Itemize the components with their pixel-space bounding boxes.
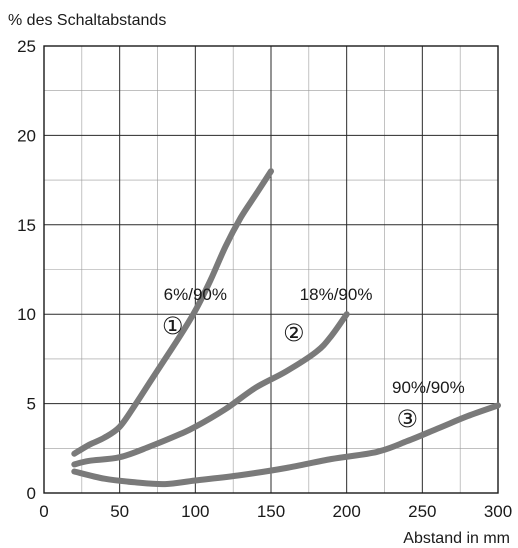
series-marker-1: ① <box>162 312 184 340</box>
x-tick-label: 50 <box>110 502 129 521</box>
y-tick-label: 20 <box>17 126 36 145</box>
y-tick-label: 25 <box>17 37 36 56</box>
x-tick-label: 250 <box>408 502 436 521</box>
grid <box>43 45 499 494</box>
y-axis-title: % des Schaltabstands <box>8 12 166 29</box>
series-marker-2: ② <box>283 319 305 347</box>
tick-labels: 0 50 100 150 200 250 300 0 5 10 15 20 25 <box>17 37 512 521</box>
x-tick-label: 0 <box>39 502 48 521</box>
series-group <box>71 168 501 488</box>
plot-frame <box>43 45 499 494</box>
annotations: 6%/90% ① 18%/90% ② 90%/90% ③ <box>162 285 465 433</box>
y-tick-label: 10 <box>17 305 36 324</box>
x-tick-label: 150 <box>257 502 285 521</box>
y-tick-label: 15 <box>17 216 36 235</box>
x-tick-label: 300 <box>484 502 512 521</box>
series-label-3: 90%/90% <box>392 378 465 397</box>
y-tick-label: 5 <box>27 395 36 414</box>
x-axis-title: Abstand in mm <box>403 530 510 547</box>
x-tick-label: 100 <box>181 502 209 521</box>
series-line-3 <box>71 402 501 488</box>
series-line-1 <box>71 168 274 457</box>
y-tick-label: 0 <box>27 484 36 503</box>
series-marker-3: ③ <box>396 405 418 433</box>
series-label-2: 18%/90% <box>300 285 373 304</box>
series-label-1: 6%/90% <box>164 285 227 304</box>
series-line-2 <box>71 311 350 468</box>
x-tick-label: 200 <box>332 502 360 521</box>
